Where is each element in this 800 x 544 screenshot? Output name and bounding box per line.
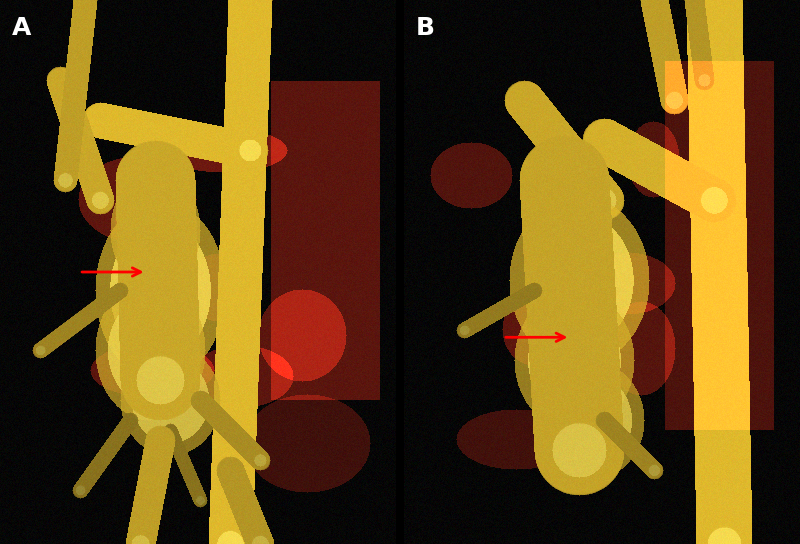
Text: A: A [12,16,31,40]
Text: B: B [416,16,435,40]
